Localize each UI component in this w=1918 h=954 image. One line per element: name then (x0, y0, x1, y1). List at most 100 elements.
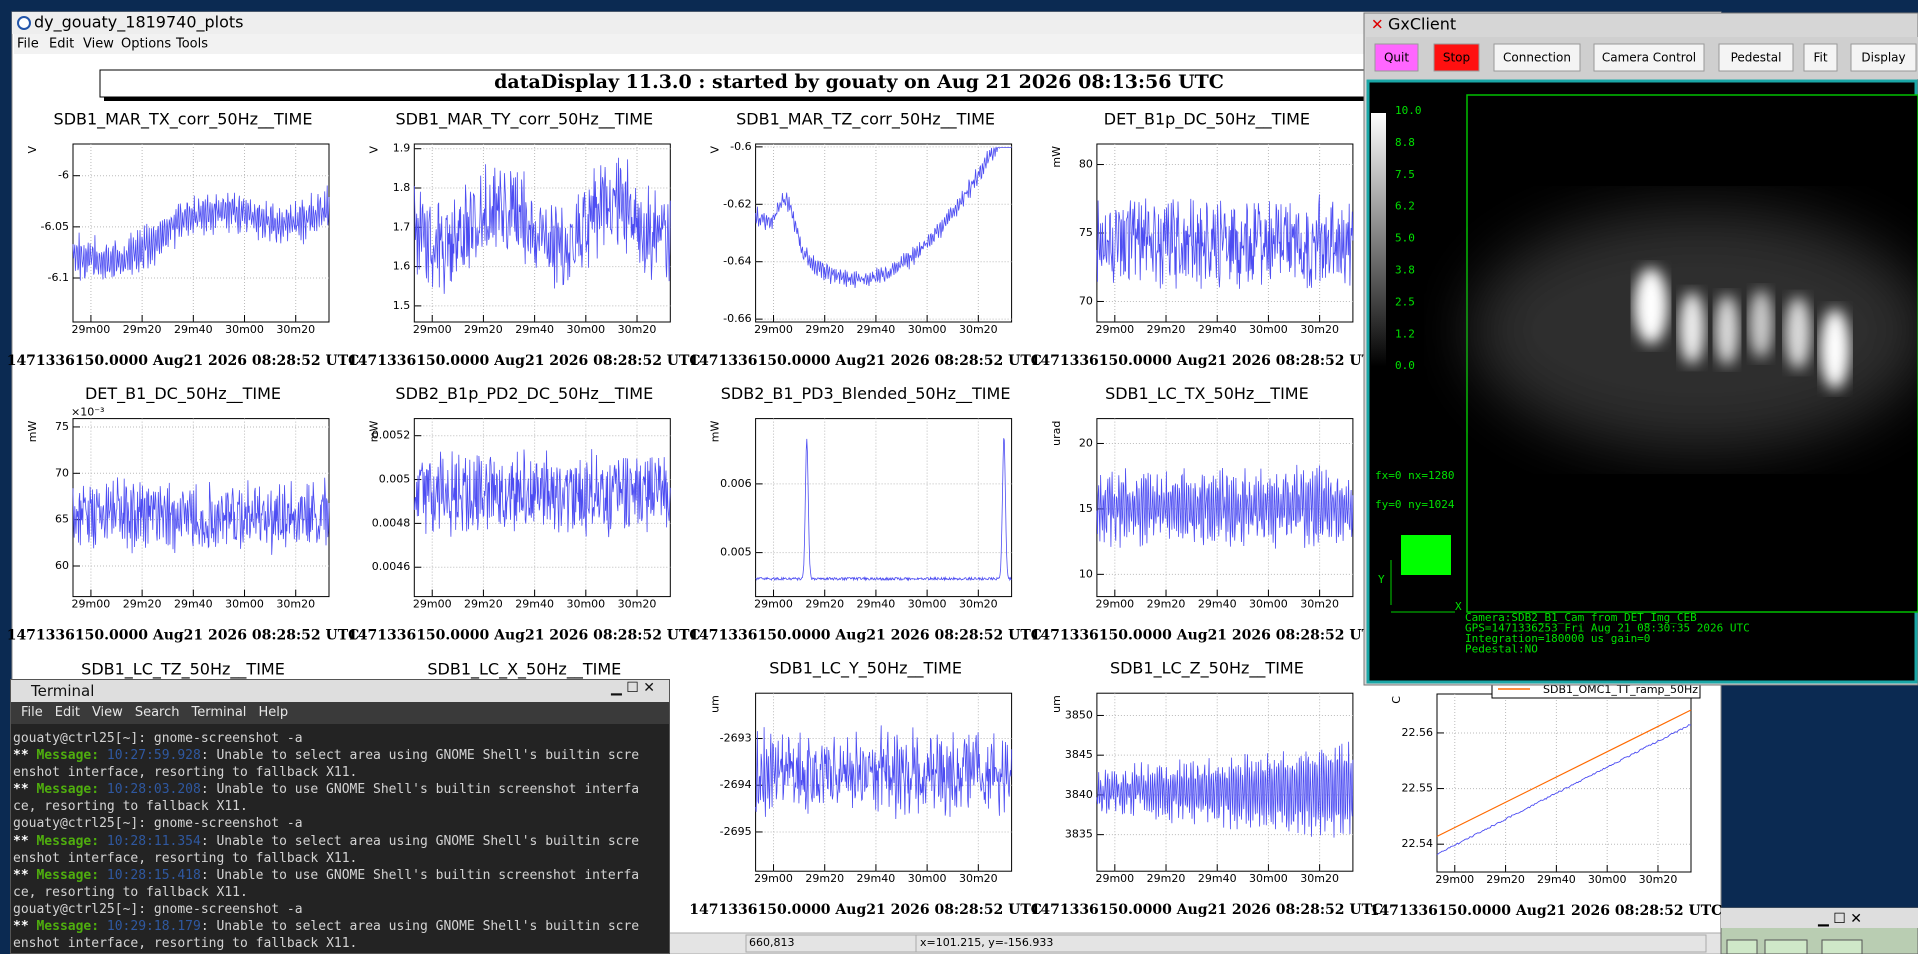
menu-bar (14, 34, 1719, 54)
y-tick-label: -0.64 (723, 255, 751, 268)
line-text: gouaty@ctrl25[~]: gnome-screenshot -a (13, 731, 303, 746)
button[interactable] (1433, 43, 1480, 72)
button-label[interactable]: Camera Control (1602, 51, 1696, 65)
y-tick-label: -6.1 (48, 271, 69, 284)
x-tick-label: 30m20 (1300, 872, 1339, 885)
y-tick-label: 22.54 (1402, 837, 1434, 850)
y-tick-label: 65 (55, 513, 69, 526)
x-tick-label: 30m20 (276, 323, 315, 336)
x-tick-label: 29m20 (805, 598, 844, 611)
message-stars: ** (13, 867, 29, 883)
terminal-line: enshot interface, resorting to fallback … (13, 850, 667, 867)
plot-frame (1436, 693, 1692, 873)
colorbar-label: 5.0 (1395, 232, 1415, 245)
menu-item[interactable]: Help (258, 705, 289, 720)
menu-item[interactable]: Edit (49, 37, 74, 52)
terminal-output: gouaty@ctrl25[~]: gnome-screenshot -a ** M… (11, 724, 669, 952)
line-text: : Unable to use GNOME Shell's builtin sc… (200, 782, 640, 798)
x-tick-label: 29m20 (464, 598, 503, 611)
plot-frame (72, 143, 330, 323)
menu-item[interactable]: File (17, 37, 39, 52)
y-tick-label: 75 (1079, 226, 1093, 239)
window-controls[interactable]: ▁ ☐ ✕ (611, 680, 655, 696)
x-tick-label: 30m20 (276, 598, 315, 611)
button[interactable] (1493, 43, 1581, 72)
line-text: gouaty@ctrl25[~]: gnome-screenshot -a (13, 901, 303, 917)
button-label[interactable]: Connection (1503, 51, 1571, 65)
window-title: Terminal (31, 682, 95, 700)
button-label[interactable]: Pedestal (1731, 51, 1782, 65)
footer: 1471336150.0000 Aug21 2026 08:28:52 UTC (1031, 353, 1384, 369)
button[interactable] (1718, 43, 1794, 72)
button-label[interactable]: Stop (1443, 51, 1470, 65)
footer: 1471336150.0000 Aug21 2026 08:28:52 UTC (348, 628, 701, 644)
gxclient-window: ✕ GxClient Quit Stop Connection Camera Cont… (1363, 12, 1918, 686)
y-tick-label: -6.05 (41, 220, 69, 233)
button[interactable] (1850, 43, 1917, 72)
x-tick-label: 29m20 (805, 323, 844, 336)
x-tick-label: 30m00 (566, 323, 605, 336)
x-tick-label: 29m00 (754, 872, 793, 885)
menu-item[interactable]: Edit (54, 705, 80, 720)
colorbar-label: 6.2 (1395, 200, 1415, 213)
y-tick-label: 1.6 (393, 260, 411, 273)
title-bar: Terminal ▁ ☐ ✕ (11, 680, 669, 702)
plot: SDB1_LC_Z_50Hz__TIME 3850 3845 3840 3835 29m0… (1031, 659, 1384, 919)
y-tick-label: -2693 (720, 732, 752, 745)
line-text: enshot interface, resorting to fallback … (13, 850, 358, 866)
banner: dataDisplay 11.3.0 : started by gouaty o… (494, 71, 1224, 93)
message-tag: Message: (36, 782, 100, 798)
trace (755, 147, 1012, 289)
button-label[interactable]: Quit (1384, 51, 1409, 65)
plot-title: SDB2_B1_PD3_Blended_50Hz__TIME (721, 384, 1011, 404)
plot-title: SDB1_LC_TX_50Hz__TIME (1105, 384, 1309, 404)
menu-item[interactable]: View (91, 705, 123, 720)
menu-item[interactable]: Terminal (191, 705, 247, 720)
button-label[interactable]: Display (1861, 51, 1905, 65)
colorbar-label: 3.8 (1395, 264, 1415, 277)
message-tag: Message: (36, 867, 100, 883)
plot-title: SDB2_B1p_PD2_DC_50Hz__TIME (395, 384, 653, 404)
line-text: enshot interface, resorting to fallback … (13, 936, 358, 952)
x-tick-label: 29m00 (413, 323, 452, 336)
menu-item[interactable]: View (83, 37, 114, 52)
plot: SDB1_LC_TX_50Hz__TIME 20 15 10 29m00 29m20 29m… (1031, 384, 1384, 643)
y-tick-label: 80 (1079, 158, 1093, 171)
plot-frame (413, 418, 671, 598)
terminal-line: gouaty@ctrl25[~]: gnome-screenshot -a (13, 730, 667, 747)
unit-label: mW (709, 420, 722, 442)
line-text: : Unable to select area using GNOME Shel… (200, 748, 640, 764)
y-tick-label: 0.005 (720, 546, 752, 559)
y-tick-label: 60 (55, 559, 69, 572)
terminal-line: ** Message: 10:28:15.418: Unable to use GN… (13, 867, 667, 884)
x-tick-label: 30m00 (1249, 598, 1288, 611)
x-tick-label: 30m20 (1639, 873, 1678, 886)
close-icon[interactable]: ✕ (1371, 16, 1384, 34)
axis-exponent: ×10⁻³ (71, 406, 104, 419)
trace (413, 157, 671, 294)
menu-item[interactable]: Options (121, 37, 171, 52)
button[interactable] (1374, 43, 1419, 72)
x-tick-label: 29m40 (1198, 872, 1237, 885)
button[interactable] (1803, 43, 1838, 72)
window-title: dy_gouaty_1819740_plots (34, 13, 244, 33)
button[interactable] (1593, 43, 1705, 72)
y-tick-label: 20 (1079, 436, 1093, 449)
plot-title: SDB1_LC_TZ_50Hz__TIME (81, 660, 285, 680)
x-tick-label: 30m20 (1300, 323, 1339, 336)
x-tick-label: 29m40 (1198, 598, 1237, 611)
plot-frame (755, 692, 1013, 872)
message-time: 10:28:11.354 (106, 833, 201, 849)
x-tick-label: 29m20 (123, 323, 162, 336)
message-time: 10:29:18.179 (106, 919, 201, 935)
terminal-line: ce, resorting to fallback X11. (13, 884, 667, 901)
menu-item[interactable]: File (21, 705, 43, 720)
button-label[interactable]: Fit (1813, 51, 1827, 65)
plot: SDB2_B1p_PD2_DC_50Hz__TIME 0.0052 0.005 0.0… (348, 384, 701, 643)
x-tick-label: 29m20 (464, 323, 503, 336)
menu-item[interactable]: Search (134, 705, 180, 720)
menu-item[interactable]: Tools (175, 37, 208, 52)
window-controls[interactable]: ▁ ☐ ✕ (1817, 911, 1862, 927)
